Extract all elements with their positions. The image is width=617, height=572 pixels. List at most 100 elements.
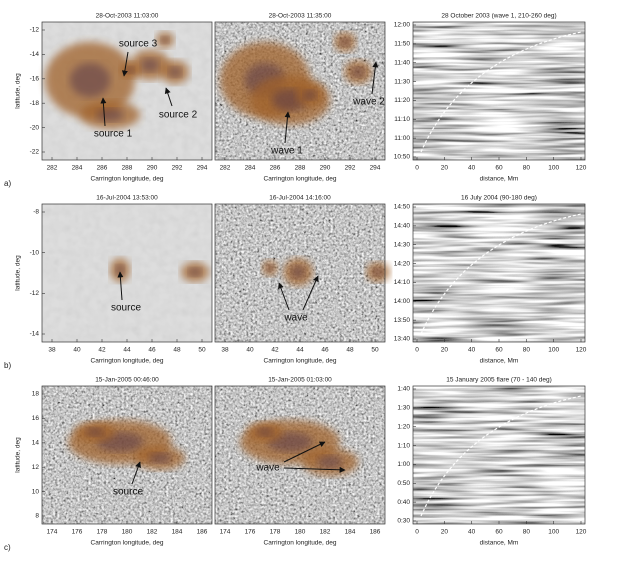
y-tick-label: 12 — [32, 464, 40, 471]
x-tick-label: 20 — [441, 529, 449, 536]
x-tick-label: 60 — [495, 165, 503, 172]
panel-title: 16-Jul-2004 13:53:00 — [96, 195, 158, 202]
annotation: source 1 — [94, 129, 133, 140]
annotation: source — [113, 487, 143, 498]
y-tick-label: 8 — [35, 513, 39, 520]
annotation: wave 2 — [352, 97, 385, 108]
y-tick-label: -8 — [33, 209, 39, 216]
x-tick-label: 40 — [468, 165, 476, 172]
annotation-arrow — [117, 271, 124, 301]
y-tick-label: 11:00 — [394, 135, 410, 142]
y-tick-label: 14 — [32, 440, 40, 447]
annotation: source — [111, 303, 141, 314]
active-region-core — [160, 36, 170, 44]
annotation-arrow — [283, 466, 346, 473]
active-region-core — [256, 427, 274, 437]
x-tick-label: 120 — [576, 529, 587, 536]
panel — [412, 385, 586, 525]
x-tick-label: 292 — [345, 165, 356, 172]
y-tick-label: 0:30 — [397, 518, 410, 525]
active-region-core — [125, 66, 135, 74]
y-tick-label: 18 — [32, 391, 40, 398]
x-tick-label: 44 — [123, 347, 131, 354]
annotation-arrow — [284, 111, 291, 144]
x-axis-label: distance, Mm — [480, 176, 519, 183]
y-tick-label: 11:50 — [394, 41, 410, 48]
annotation-arrow — [302, 275, 319, 311]
y-tick-label: 16 — [32, 415, 40, 422]
y-tick-label: 1:10 — [397, 442, 410, 449]
panel-title: 16-Jul-2004 14:16:00 — [269, 195, 331, 202]
annotation-arrow — [121, 51, 129, 77]
x-axis-label: Carrington longitude, deg — [264, 176, 337, 183]
x-tick-label: 176 — [72, 529, 83, 536]
x-axis-label: Carrington longitude, deg — [91, 540, 164, 547]
panel — [214, 203, 390, 343]
panel-title: 16 July 2004 (90-180 deg) — [461, 195, 537, 202]
y-tick-label: 10 — [32, 488, 40, 495]
active-region-core — [351, 66, 365, 78]
x-tick-label: 180 — [295, 529, 306, 536]
y-tick-label: -14 — [30, 51, 40, 58]
y-tick-label: 0:40 — [397, 499, 410, 506]
y-tick-label: -22 — [30, 149, 40, 156]
x-tick-label: 282 — [47, 165, 58, 172]
active-region-core — [291, 265, 305, 279]
y-tick-label: 1:20 — [397, 423, 410, 430]
x-tick-label: 184 — [172, 529, 183, 536]
panel — [41, 203, 213, 343]
y-tick-label: 1:40 — [397, 386, 410, 393]
annotation-arrow — [371, 61, 379, 95]
annotation-arrow — [131, 461, 141, 485]
x-tick-label: 294 — [370, 165, 381, 172]
panel-title: 28-Oct-2003 11:35:00 — [269, 13, 332, 20]
x-tick-label: 284 — [245, 165, 256, 172]
x-tick-label: 60 — [495, 347, 503, 354]
x-tick-label: 0 — [415, 347, 419, 354]
x-tick-label: 100 — [548, 165, 559, 172]
x-tick-label: 50 — [371, 347, 379, 354]
x-tick-label: 80 — [523, 165, 531, 172]
x-tick-label: 48 — [173, 347, 181, 354]
x-tick-label: 182 — [320, 529, 331, 536]
x-tick-label: 20 — [441, 347, 449, 354]
annotation-arrow — [278, 282, 290, 311]
annotation-arrow — [283, 441, 326, 463]
panel — [214, 21, 386, 161]
x-tick-label: 80 — [523, 347, 531, 354]
x-tick-label: 120 — [576, 165, 587, 172]
x-tick-label: 40 — [73, 347, 81, 354]
x-tick-label: 186 — [197, 529, 208, 536]
x-tick-label: 38 — [221, 347, 229, 354]
x-tick-label: 294 — [197, 165, 208, 172]
y-tick-label: 14:40 — [394, 223, 411, 230]
x-axis-label: distance, Mm — [480, 540, 519, 547]
x-tick-label: 286 — [270, 165, 281, 172]
x-tick-label: 184 — [345, 529, 356, 536]
y-tick-label: 1:00 — [397, 461, 410, 468]
x-tick-label: 20 — [441, 165, 449, 172]
x-axis-label: Carrington longitude, deg — [264, 540, 337, 547]
panel — [412, 203, 586, 343]
panel-texture — [413, 22, 585, 160]
y-tick-label: -12 — [30, 27, 40, 34]
active-region-core — [69, 62, 111, 98]
annotation-arrow — [100, 97, 107, 127]
x-tick-label: 0 — [415, 529, 419, 536]
y-tick-label: 11:20 — [394, 97, 410, 104]
y-tick-label: -14 — [30, 331, 40, 338]
annotation: source 3 — [119, 39, 158, 50]
annotation-arrow — [164, 87, 173, 107]
x-tick-label: 292 — [172, 165, 183, 172]
panel — [41, 21, 213, 161]
x-tick-label: 290 — [147, 165, 158, 172]
panel-title: 28-Oct-2003 11:03:00 — [96, 13, 159, 20]
y-tick-label: 0:50 — [397, 480, 410, 487]
y-tick-label: -18 — [30, 100, 40, 107]
active-region-core — [168, 66, 182, 78]
y-tick-label: 11:10 — [394, 116, 410, 123]
x-tick-label: 284 — [72, 165, 83, 172]
x-tick-label: 288 — [122, 165, 133, 172]
y-tick-label: 14:30 — [394, 241, 411, 248]
